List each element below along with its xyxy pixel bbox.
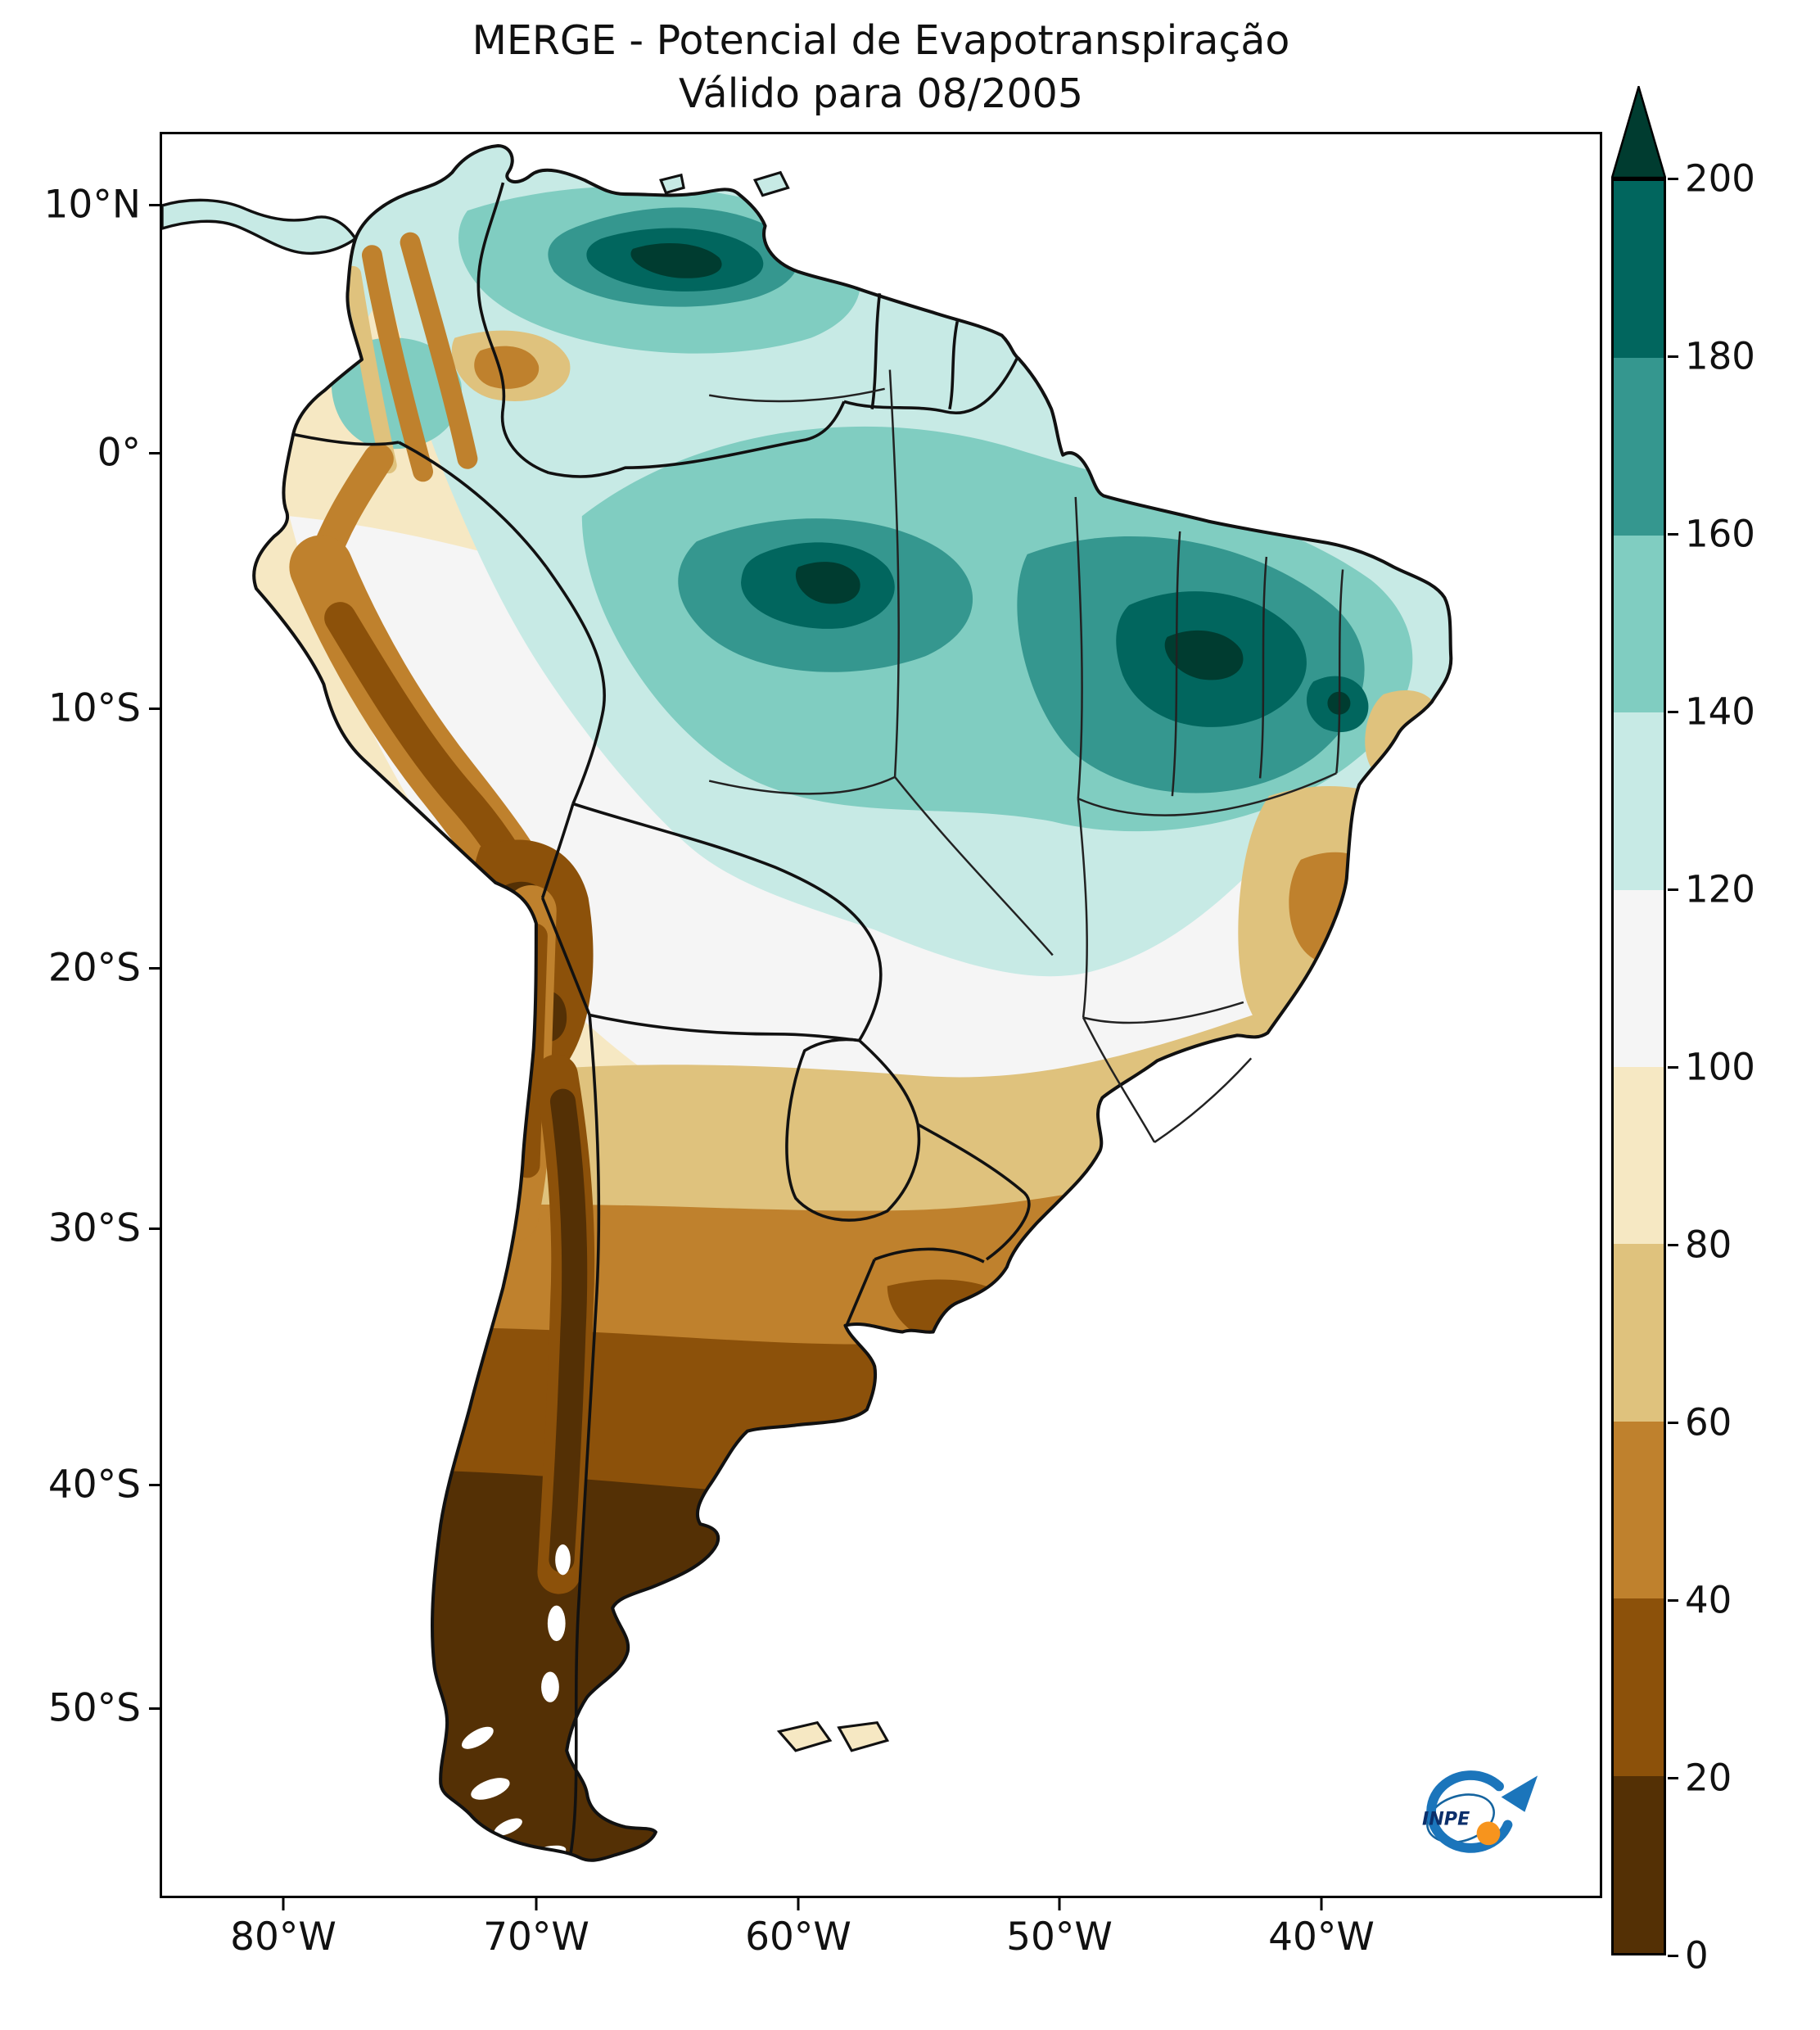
coastline bbox=[252, 143, 1453, 1862]
lat-tick-20s: 20°S bbox=[0, 946, 141, 991]
south-america-map bbox=[162, 143, 1453, 1862]
evapotranspiration-field bbox=[254, 145, 1452, 1860]
cbar-tick-160: 160 bbox=[1685, 512, 1755, 556]
colorbar-extend-arrow bbox=[1611, 86, 1666, 179]
panama-landmass bbox=[162, 198, 358, 255]
islands bbox=[659, 170, 890, 1752]
cbar-tick-40: 40 bbox=[1685, 1578, 1732, 1622]
colorbar-segment bbox=[1614, 358, 1664, 536]
country-borders bbox=[294, 182, 1031, 1856]
colorbar-segment bbox=[1614, 712, 1664, 890]
colorbar-segment bbox=[1614, 1598, 1664, 1776]
cbar-tick-140: 140 bbox=[1685, 689, 1755, 734]
cbar-tick-200: 200 bbox=[1685, 156, 1755, 201]
figure-title: MERGE - Potencial de Evapotranspiração V… bbox=[160, 15, 1602, 120]
lon-tick-40w: 40°W bbox=[1231, 1915, 1411, 1960]
logo-text: INPE bbox=[1422, 1808, 1470, 1829]
cbar-tick-0: 0 bbox=[1685, 1933, 1709, 1978]
colorbar-segment bbox=[1614, 181, 1664, 359]
cbar-tick-80: 80 bbox=[1685, 1223, 1732, 1267]
cbar-tick-120: 120 bbox=[1685, 867, 1755, 911]
logo-arrow-icon bbox=[1501, 1775, 1538, 1812]
logo-orange-dot bbox=[1476, 1821, 1501, 1846]
map-panel bbox=[160, 132, 1602, 1898]
lat-tick-40s: 40°S bbox=[0, 1463, 141, 1508]
title-line-1: MERGE - Potencial de Evapotranspiração bbox=[472, 17, 1290, 64]
lat-tick-30s: 30°S bbox=[0, 1206, 141, 1251]
colorbar-segment bbox=[1614, 1244, 1664, 1422]
colorbar-segment bbox=[1614, 535, 1664, 713]
colorbar bbox=[1611, 179, 1666, 1955]
lon-tick-50w: 50°W bbox=[969, 1915, 1149, 1960]
lat-tick-50s: 50°S bbox=[0, 1686, 141, 1731]
logo-orbit-ellipse bbox=[1426, 1793, 1495, 1844]
cbar-tick-20: 20 bbox=[1685, 1756, 1732, 1800]
state-borders bbox=[708, 369, 1344, 1143]
lon-tick-70w: 70°W bbox=[446, 1915, 626, 1960]
lon-tick-80w: 80°W bbox=[193, 1915, 373, 1960]
title-line-2: Válido para 08/2005 bbox=[678, 70, 1084, 117]
inpe-logo: INPE bbox=[1422, 1770, 1538, 1853]
lat-tick-10n: 10°N bbox=[0, 183, 141, 228]
lat-tick-0: 0° bbox=[0, 431, 141, 476]
colorbar-segment bbox=[1614, 1421, 1664, 1599]
cbar-tick-100: 100 bbox=[1685, 1045, 1755, 1089]
cbar-tick-180: 180 bbox=[1685, 334, 1755, 378]
lat-tick-10s: 10°S bbox=[0, 686, 141, 731]
lon-tick-60w: 60°W bbox=[708, 1915, 888, 1960]
colorbar-segment bbox=[1614, 889, 1664, 1068]
colorbar-segment bbox=[1614, 1067, 1664, 1245]
colorbar-segment bbox=[1614, 1775, 1664, 1954]
cbar-tick-60: 60 bbox=[1685, 1400, 1732, 1445]
